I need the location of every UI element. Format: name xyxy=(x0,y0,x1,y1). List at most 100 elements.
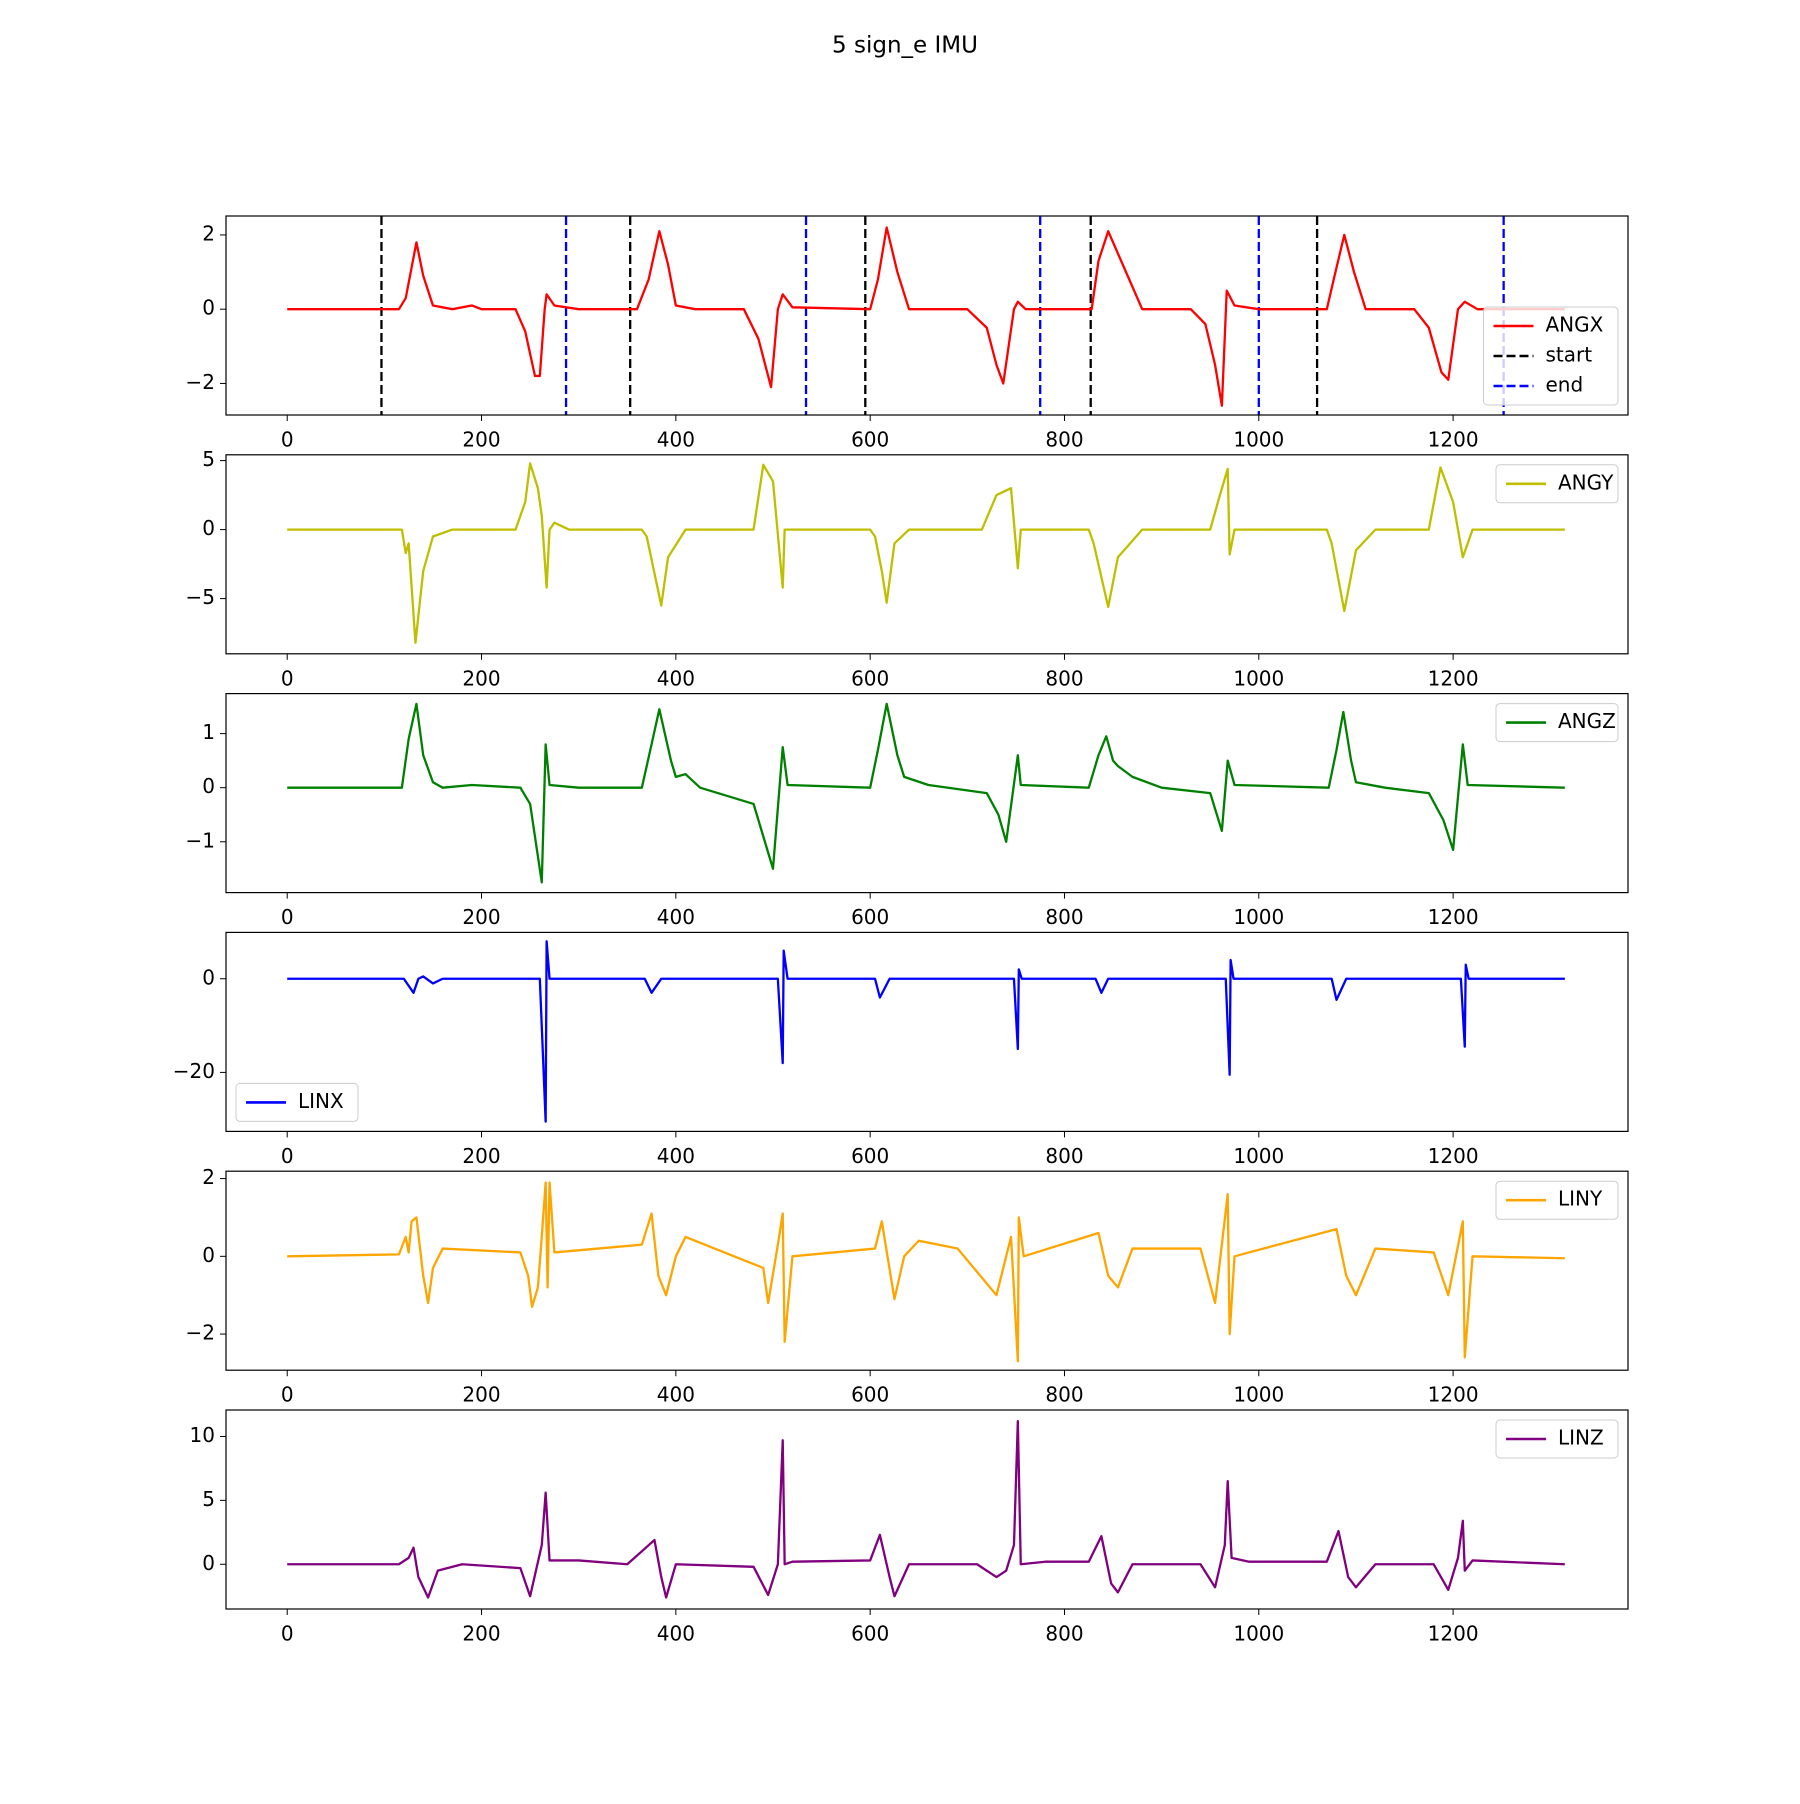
legend: ANGX start end xyxy=(1483,306,1619,406)
subplot: 0 200 400 600 800 1000 1200 −2 0 2 LINY xyxy=(186,1165,1629,1407)
legend-label: ANGZ xyxy=(1558,709,1616,733)
x-tick-label: 1000 xyxy=(1233,428,1284,452)
x-tick-label: 800 xyxy=(1045,1622,1083,1646)
legend: LINX xyxy=(235,1082,359,1122)
x-tick-label: 200 xyxy=(462,666,500,690)
x-tick-label: 400 xyxy=(657,666,695,690)
x-tick-label: 1000 xyxy=(1233,666,1284,690)
x-tick-label: 600 xyxy=(851,666,889,690)
legend-box xyxy=(1483,306,1619,406)
subplot: 0 200 400 600 800 1000 1200 −2 0 2 ANGX start end xyxy=(186,215,1629,452)
y-tick-label: 1 xyxy=(202,720,215,744)
x-tick-label: 1200 xyxy=(1428,1383,1479,1407)
y-tick-label: −20 xyxy=(173,1059,215,1083)
y-tick-label: 10 xyxy=(190,1423,215,1447)
legend-box xyxy=(1495,1180,1619,1220)
x-tick-label: 1000 xyxy=(1233,905,1284,929)
x-tick-label: 800 xyxy=(1045,1144,1083,1168)
legend-label: LINZ xyxy=(1558,1426,1604,1450)
subplot: 0 200 400 600 800 1000 1200 −20 0 LINX xyxy=(173,931,1629,1168)
x-tick-label: 400 xyxy=(657,1622,695,1646)
subplot: 0 200 400 600 800 1000 1200 0 5 10 LINZ xyxy=(190,1409,1629,1646)
x-tick-label: 200 xyxy=(462,1383,500,1407)
y-tick-label: 2 xyxy=(202,1165,215,1189)
y-tick-label: 0 xyxy=(202,1551,215,1575)
x-tick-label: 0 xyxy=(281,428,294,452)
x-tick-label: 800 xyxy=(1045,666,1083,690)
legend-box xyxy=(1495,703,1619,743)
y-tick-label: 5 xyxy=(202,447,215,471)
x-tick-label: 0 xyxy=(281,1383,294,1407)
x-tick-label: 400 xyxy=(657,1383,695,1407)
x-tick-label: 1000 xyxy=(1233,1383,1284,1407)
legend-box xyxy=(1495,464,1619,504)
x-tick-label: 0 xyxy=(281,1622,294,1646)
data-line xyxy=(287,462,1565,644)
x-tick-label: 400 xyxy=(657,905,695,929)
x-tick-label: 200 xyxy=(462,905,500,929)
axes-frame xyxy=(225,454,1629,655)
y-tick-label: 0 xyxy=(202,774,215,798)
axes-frame xyxy=(225,215,1629,416)
y-tick-label: 2 xyxy=(202,221,215,245)
x-tick-label: 600 xyxy=(851,1383,889,1407)
x-tick-label: 200 xyxy=(462,1144,500,1168)
figure-title: 5 sign_e IMU xyxy=(832,33,978,59)
subplot: 0 200 400 600 800 1000 1200 −5 0 5 ANGY xyxy=(186,447,1629,690)
x-tick-label: 600 xyxy=(851,1144,889,1168)
legend-box xyxy=(1495,1419,1619,1459)
legend-label: LINY xyxy=(1558,1187,1603,1211)
x-tick-label: 800 xyxy=(1045,905,1083,929)
y-tick-label: −1 xyxy=(186,828,215,852)
x-tick-label: 1200 xyxy=(1428,428,1479,452)
data-line xyxy=(287,226,1565,407)
legend-label: start xyxy=(1546,343,1593,367)
x-tick-label: 1000 xyxy=(1233,1144,1284,1168)
y-tick-label: −2 xyxy=(186,1321,215,1345)
x-tick-label: 600 xyxy=(851,1622,889,1646)
x-tick-label: 400 xyxy=(657,1144,695,1168)
x-tick-label: 0 xyxy=(281,1144,294,1168)
legend-label: end xyxy=(1546,373,1584,397)
y-tick-label: 0 xyxy=(202,296,215,320)
axes-frame xyxy=(225,692,1629,894)
legend: ANGZ xyxy=(1495,703,1619,743)
legend: LINZ xyxy=(1495,1419,1619,1459)
x-tick-label: 600 xyxy=(851,905,889,929)
x-tick-label: 200 xyxy=(462,1622,500,1646)
x-tick-label: 400 xyxy=(657,428,695,452)
legend: ANGY xyxy=(1495,464,1619,504)
y-tick-label: 0 xyxy=(202,1243,215,1267)
x-tick-label: 200 xyxy=(462,428,500,452)
x-tick-label: 0 xyxy=(281,905,294,929)
subplot: 0 200 400 600 800 1000 1200 −1 0 1 ANGZ xyxy=(186,692,1629,929)
legend-label: ANGX xyxy=(1546,313,1604,337)
axes-frame xyxy=(225,1409,1629,1610)
data-line xyxy=(287,1419,1565,1599)
y-tick-label: 0 xyxy=(202,965,215,989)
y-tick-label: −2 xyxy=(186,370,215,394)
y-tick-label: 0 xyxy=(202,516,215,540)
x-tick-label: 1200 xyxy=(1428,905,1479,929)
x-tick-label: 1200 xyxy=(1428,666,1479,690)
x-tick-label: 1200 xyxy=(1428,1144,1479,1168)
axes-frame xyxy=(225,1170,1629,1371)
data-line xyxy=(287,702,1565,884)
y-tick-label: −5 xyxy=(186,585,215,609)
legend-label: LINX xyxy=(298,1089,344,1113)
x-tick-label: 600 xyxy=(851,428,889,452)
data-line xyxy=(287,1181,1565,1363)
x-tick-label: 800 xyxy=(1045,428,1083,452)
x-tick-label: 1200 xyxy=(1428,1622,1479,1646)
legend-box xyxy=(235,1082,359,1122)
x-tick-label: 1000 xyxy=(1233,1622,1284,1646)
x-tick-label: 0 xyxy=(281,666,294,690)
axes-frame xyxy=(225,931,1629,1133)
legend: LINY xyxy=(1495,1180,1619,1220)
data-line xyxy=(287,940,1565,1123)
legend-label: ANGY xyxy=(1558,470,1614,494)
y-tick-label: 5 xyxy=(202,1487,215,1511)
x-tick-label: 800 xyxy=(1045,1383,1083,1407)
